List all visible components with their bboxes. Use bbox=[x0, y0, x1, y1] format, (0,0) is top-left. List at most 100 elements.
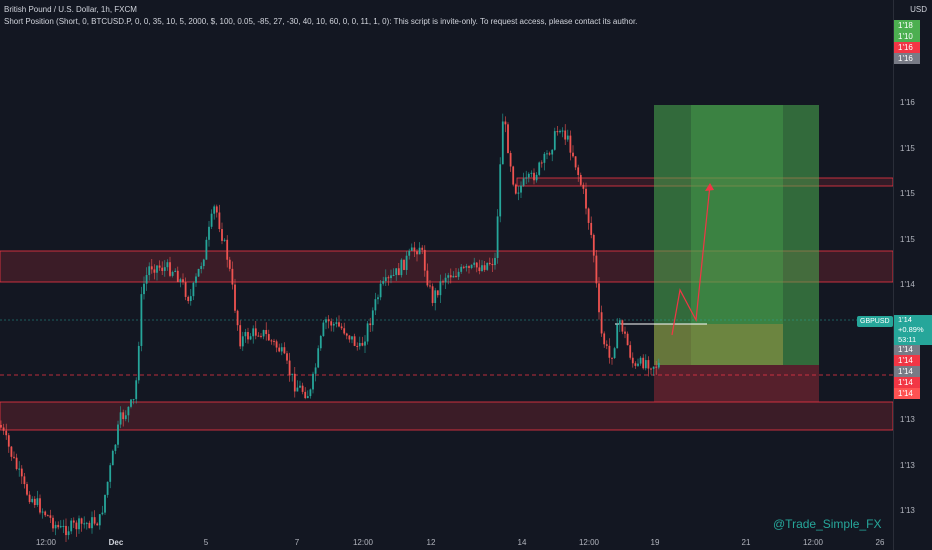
position-stop-zone bbox=[654, 365, 819, 402]
candle-body bbox=[223, 239, 226, 241]
candle-body bbox=[31, 498, 34, 503]
time-axis-label: 12:00 bbox=[802, 538, 824, 547]
candle-body bbox=[478, 267, 481, 272]
candle-body bbox=[335, 322, 338, 324]
candle-body bbox=[33, 498, 36, 506]
candle-body bbox=[109, 465, 112, 482]
candle-body bbox=[449, 275, 452, 278]
candle-body bbox=[657, 362, 660, 368]
candle-body bbox=[36, 498, 39, 506]
candle-body bbox=[44, 511, 47, 516]
candle-body bbox=[189, 296, 192, 302]
candle-body bbox=[309, 389, 312, 397]
candle-body bbox=[418, 247, 421, 255]
candle-body bbox=[358, 342, 361, 347]
candle-body bbox=[421, 247, 424, 250]
candle-body bbox=[301, 385, 304, 392]
candle-body bbox=[483, 265, 486, 270]
candle-body bbox=[564, 130, 567, 140]
candle-body bbox=[270, 340, 273, 342]
candle-body bbox=[80, 518, 83, 524]
candle-body bbox=[286, 353, 288, 361]
candle-body bbox=[587, 208, 590, 223]
candle-body bbox=[247, 332, 249, 340]
candle-body bbox=[210, 213, 213, 227]
candle-body bbox=[176, 270, 179, 283]
candle-body bbox=[579, 174, 582, 185]
candle-body bbox=[366, 323, 369, 342]
candle-body bbox=[140, 294, 143, 346]
candle-body bbox=[634, 363, 637, 366]
candle-body bbox=[249, 336, 252, 340]
candle-body bbox=[468, 266, 470, 268]
candle-body bbox=[621, 320, 624, 332]
candle-body bbox=[582, 184, 585, 189]
price-axis-label: 1'15 bbox=[900, 189, 915, 198]
price-tag: 1'18 bbox=[894, 20, 920, 31]
candle-body bbox=[605, 344, 608, 346]
candle-body bbox=[327, 319, 330, 322]
candle-body bbox=[577, 167, 580, 175]
price-axis-label: 1'16 bbox=[900, 98, 915, 107]
candle-body bbox=[618, 320, 621, 325]
candle-body bbox=[525, 177, 528, 179]
candle-body bbox=[330, 321, 333, 326]
candle-body bbox=[39, 498, 41, 513]
time-axis-label: 12:00 bbox=[352, 538, 374, 547]
candle-body bbox=[59, 526, 62, 528]
candle-body bbox=[169, 262, 171, 276]
candle-body bbox=[546, 153, 548, 155]
candle-body bbox=[85, 522, 88, 524]
time-axis-label: 26 bbox=[875, 538, 885, 547]
candle-body bbox=[117, 424, 119, 445]
candle-body bbox=[15, 457, 18, 470]
candle-body bbox=[491, 263, 494, 266]
candle-body bbox=[57, 524, 60, 528]
candle-body bbox=[293, 373, 296, 392]
candle-body bbox=[234, 284, 236, 311]
candle-body bbox=[486, 262, 489, 270]
candle-body bbox=[130, 399, 132, 407]
current-price-box: 1'14 +0.89% 53:11 bbox=[894, 315, 932, 345]
candle-body bbox=[403, 259, 405, 270]
candle-body bbox=[351, 336, 353, 340]
candle-body bbox=[106, 481, 109, 495]
price-tag: 1'14 bbox=[894, 366, 920, 377]
candle-body bbox=[569, 135, 572, 153]
candle-body bbox=[455, 275, 457, 277]
candle-body bbox=[179, 279, 182, 283]
candle-body bbox=[387, 277, 390, 279]
price-tag: 1'16 bbox=[894, 53, 920, 64]
candle-body bbox=[319, 336, 322, 349]
candle-body bbox=[197, 268, 200, 277]
candle-body bbox=[374, 299, 377, 311]
candle-body bbox=[83, 523, 86, 525]
candle-body bbox=[499, 164, 502, 217]
candle-body bbox=[561, 130, 564, 132]
candle-body bbox=[650, 368, 652, 370]
candle-body bbox=[241, 336, 244, 347]
candle-body bbox=[439, 281, 442, 296]
candle-body bbox=[75, 522, 78, 530]
candle-body bbox=[62, 525, 65, 527]
candle-body bbox=[26, 484, 28, 495]
candle-body bbox=[457, 271, 460, 277]
candle-body bbox=[572, 152, 574, 157]
candle-body bbox=[137, 345, 140, 381]
candle-body bbox=[98, 514, 101, 526]
candle-body bbox=[135, 380, 138, 400]
candle-body bbox=[543, 153, 546, 163]
price-scale[interactable]: USD bbox=[893, 0, 932, 550]
candle-body bbox=[473, 262, 476, 265]
candle-body bbox=[598, 283, 600, 313]
candle-body bbox=[46, 515, 49, 517]
candle-body bbox=[530, 172, 533, 174]
price-axis-label: 1'15 bbox=[900, 144, 915, 153]
candle-body bbox=[551, 149, 554, 155]
candle-body bbox=[512, 166, 515, 185]
candle-body bbox=[41, 511, 44, 513]
candle-body bbox=[574, 156, 577, 168]
price-axis-label: 1'13 bbox=[900, 415, 915, 424]
candle-body bbox=[382, 281, 385, 284]
